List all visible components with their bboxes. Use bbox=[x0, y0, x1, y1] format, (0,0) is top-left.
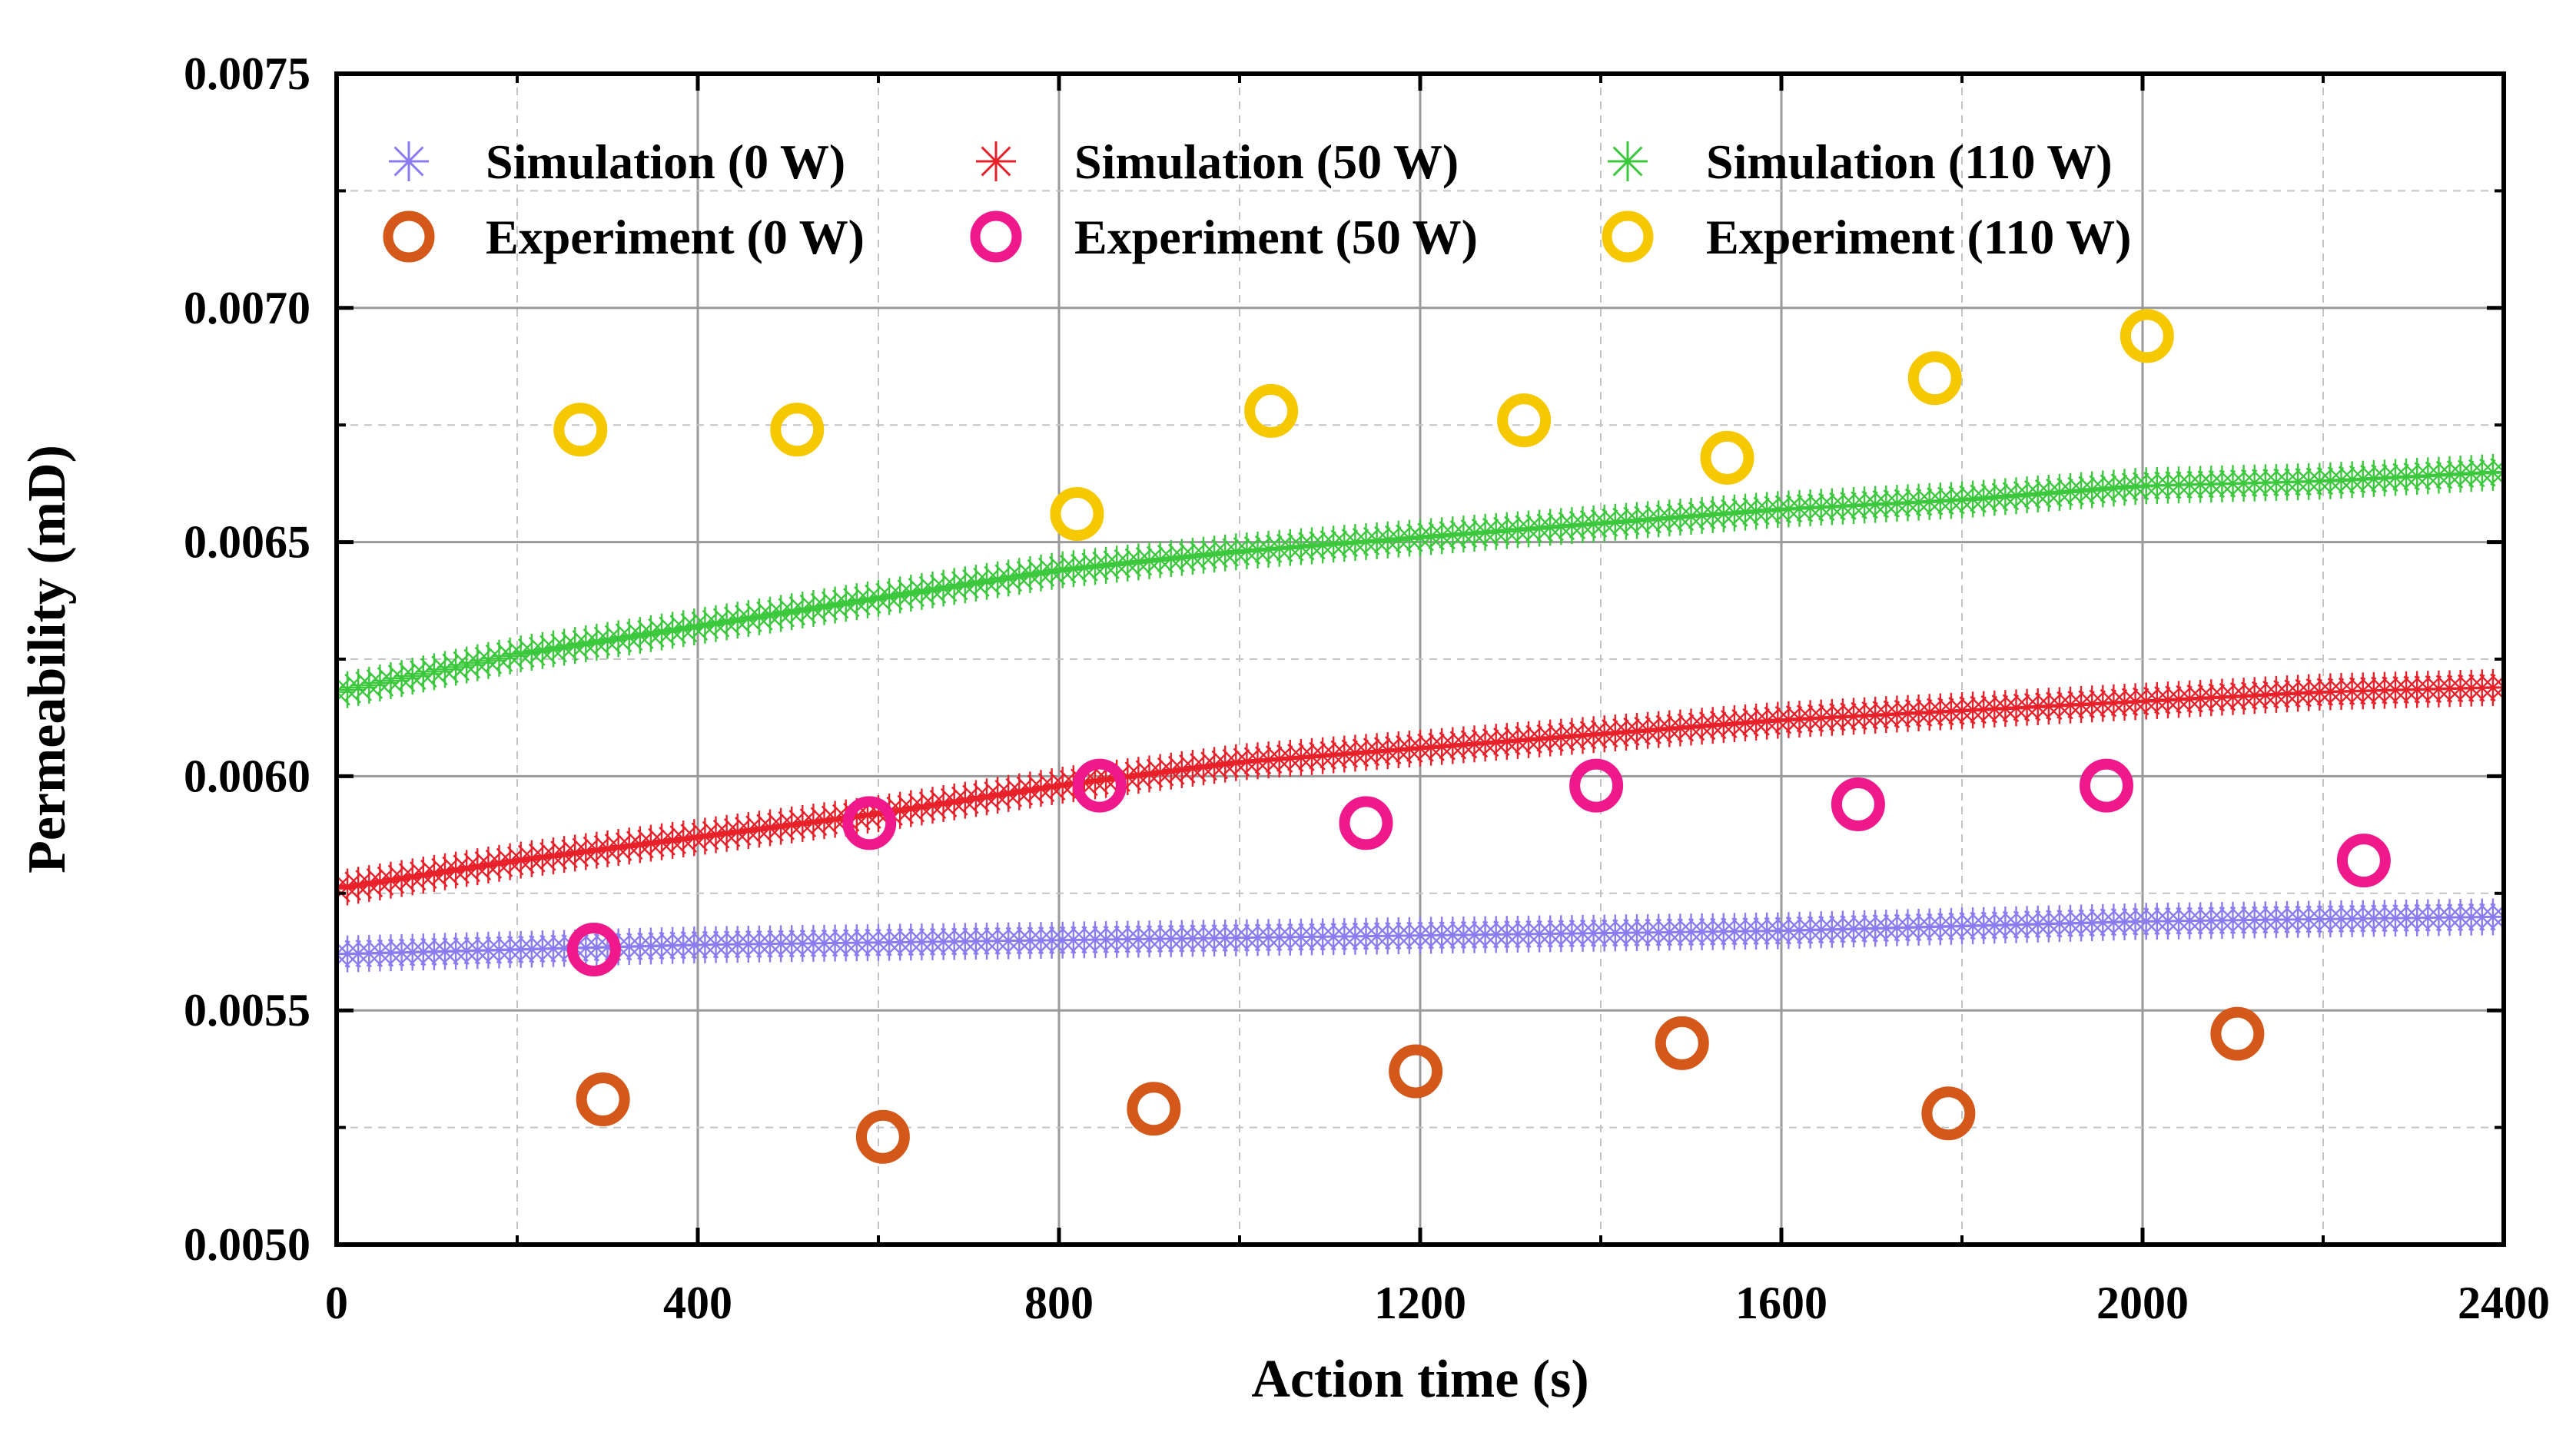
legend: Simulation (0 W) Simulation (50 W) Simulat… bbox=[383, 134, 2131, 264]
experiment-point bbox=[2080, 758, 2133, 813]
legend-label: Experiment (50 W) bbox=[1074, 210, 1478, 264]
experiment-point bbox=[1244, 383, 1299, 438]
legend-label: Simulation (0 W) bbox=[486, 134, 845, 189]
legend-experiment-marker bbox=[383, 210, 435, 263]
experiment-point bbox=[842, 796, 897, 850]
simulation-marker bbox=[1217, 744, 1255, 781]
experiment-point bbox=[1339, 796, 1393, 850]
x-tick-label: 2400 bbox=[2458, 1278, 2550, 1328]
x-tick-label: 400 bbox=[663, 1278, 732, 1328]
simulation-marker bbox=[2485, 668, 2504, 706]
plot-area bbox=[337, 309, 2504, 1164]
y-tick-label: 0.0050 bbox=[184, 1219, 310, 1270]
x-tick-label: 1200 bbox=[1374, 1278, 1466, 1328]
experiment-series-4 bbox=[566, 758, 2391, 976]
experiment-point bbox=[2336, 834, 2391, 888]
y-tick-label: 0.0070 bbox=[184, 283, 310, 333]
legend-item: Simulation (0 W) bbox=[389, 134, 845, 189]
experiment-point bbox=[553, 403, 608, 457]
experiment-point bbox=[1831, 777, 1885, 831]
experiment-series-3 bbox=[576, 1006, 2265, 1164]
experiment-series-5 bbox=[553, 309, 2174, 542]
legend-simulation-marker bbox=[1608, 141, 1648, 181]
experiment-point bbox=[2120, 309, 2174, 363]
simulation-marker bbox=[2485, 898, 2504, 936]
experiment-point bbox=[1921, 1086, 1976, 1141]
axis-ticks: 0 400 800 1200 1600 2000 2400 0.0050 0.0055 0.006… bbox=[184, 48, 2550, 1328]
legend-label: Simulation (50 W) bbox=[1074, 134, 1459, 189]
simulation-marker bbox=[2485, 453, 2504, 491]
experiment-point bbox=[1700, 430, 1754, 485]
x-tick-label: 2000 bbox=[2096, 1278, 2189, 1328]
simulation-marker bbox=[665, 820, 702, 858]
experiment-point bbox=[855, 1109, 910, 1164]
legend-experiment-marker bbox=[970, 210, 1022, 263]
experiment-point bbox=[576, 1072, 630, 1127]
simulation-marker bbox=[404, 655, 442, 693]
simulation-marker bbox=[567, 833, 605, 870]
simulation-marker bbox=[729, 812, 767, 850]
legend-experiment-marker bbox=[1602, 210, 1654, 263]
experiment-point bbox=[770, 403, 825, 457]
simulation-marker bbox=[654, 821, 692, 859]
y-tick-label: 0.0065 bbox=[184, 517, 310, 568]
experiment-point bbox=[1072, 758, 1127, 813]
legend-simulation-marker bbox=[976, 141, 1016, 181]
experiment-point bbox=[1389, 1044, 1443, 1099]
y-tick-label: 0.0060 bbox=[184, 751, 310, 801]
experiment-point bbox=[1050, 487, 1104, 542]
simulation-marker bbox=[762, 807, 800, 845]
experiment-point bbox=[1497, 393, 1552, 448]
legend-simulation-marker bbox=[389, 141, 429, 181]
x-tick-label: 800 bbox=[1024, 1278, 1094, 1328]
legend-label: Simulation (110 W) bbox=[1706, 134, 2113, 189]
legend-item: Simulation (50 W) bbox=[976, 134, 1459, 189]
y-tick-label: 0.0055 bbox=[184, 985, 310, 1036]
experiment-point bbox=[1655, 1016, 1709, 1070]
simulation-series bbox=[337, 453, 2504, 973]
legend-label: Experiment (110 W) bbox=[1706, 210, 2131, 264]
simulation-marker bbox=[523, 838, 561, 876]
experiment-point bbox=[566, 922, 621, 976]
simulation-marker bbox=[1065, 549, 1103, 586]
experiment-point bbox=[1907, 351, 1962, 406]
x-tick-label: 1600 bbox=[1735, 1278, 1827, 1328]
x-axis-title: Action time (s) bbox=[1251, 1350, 1588, 1409]
legend-item: Experiment (0 W) bbox=[383, 210, 865, 264]
legend-item: Simulation (110 W) bbox=[1608, 134, 2113, 189]
y-tick-label: 0.0075 bbox=[184, 48, 310, 99]
simulation-curve-2 bbox=[337, 453, 2504, 711]
legend-label: Experiment (0 W) bbox=[486, 210, 865, 264]
experiment-point bbox=[2210, 1006, 2265, 1061]
x-tick-label: 0 bbox=[325, 1278, 348, 1328]
y-axis-title: Permeability (mD) bbox=[18, 445, 77, 873]
experiment-point bbox=[1569, 758, 1624, 813]
experiment-point bbox=[1127, 1082, 1181, 1136]
legend-item: Experiment (50 W) bbox=[970, 210, 1478, 264]
legend-item: Experiment (110 W) bbox=[1602, 210, 2131, 264]
simulation-curve-1 bbox=[337, 668, 2504, 907]
